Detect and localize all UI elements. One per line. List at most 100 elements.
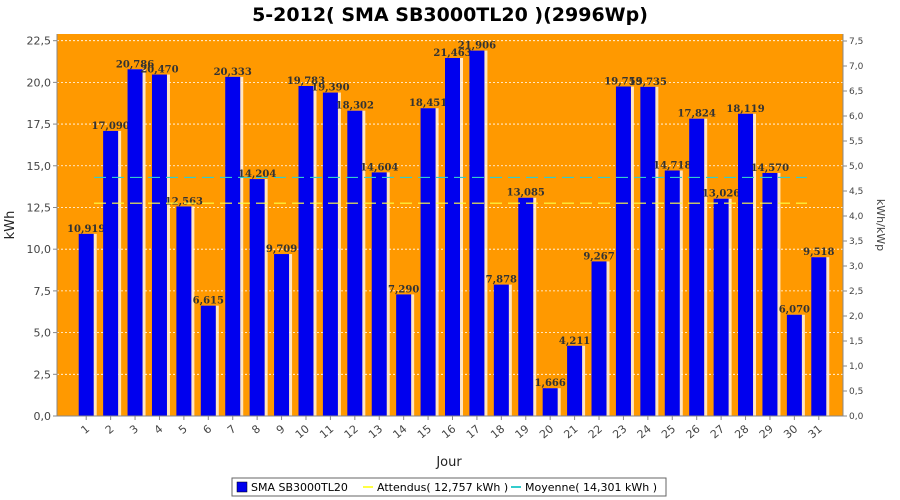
bar [225,76,241,416]
chart-title: 5-2012( SMA SB3000TL20 )(2996Wp) [252,4,648,26]
y-tick-label: 12,5 [27,201,52,214]
data-label: 20,786 [116,59,154,70]
y2-tick-label: 6,0 [849,112,864,122]
x-tick-label: 28 [732,422,751,441]
x-tick-label: 31 [806,422,825,441]
data-label: 4,211 [559,336,590,347]
data-label: 7,878 [486,275,517,286]
bar [615,86,631,416]
bar [811,257,827,416]
y2-tick-label: 7,0 [849,62,864,72]
data-label: 6,070 [779,305,810,316]
x-tick-label: 24 [635,422,654,441]
data-label: 19,390 [311,83,349,94]
bar [445,57,460,416]
data-label: 10,919 [67,224,105,235]
x-tick-label: 20 [537,422,556,441]
x-tick-label: 11 [317,422,336,441]
legend-label: Moyenne( 14,301 kWh ) [525,481,657,494]
bar [591,261,607,416]
bar [567,345,583,416]
x-tick-label: 27 [708,422,727,441]
y-axis-label: kWh [3,211,18,240]
bar [762,172,778,416]
bar [542,388,558,416]
y2-tick-label: 0,5 [849,387,863,397]
bar [493,284,509,416]
x-tick-label: 23 [610,422,629,441]
x-tick-label: 10 [293,422,312,441]
x-tick-label: 29 [757,422,776,441]
bar [786,314,802,416]
x-axis-label: Jour [435,455,462,470]
bar [249,179,265,416]
x-tick-label: 13 [366,422,385,441]
y2-tick-label: 2,5 [849,287,863,297]
legend: SMA SB3000TL20 Attendus( 12,757 kWh ) Moye… [231,477,667,497]
bar [322,92,338,417]
y-tick-label: 0,0 [34,410,52,423]
y2-tick-label: 3,5 [849,237,863,247]
y-tick-label: 17,5 [27,118,52,131]
bar [274,254,290,416]
data-label: 1,666 [535,378,566,389]
x-tick-label: 4 [152,422,166,436]
x-tick-label: 26 [684,422,703,441]
x-tick-label: 21 [561,422,580,441]
data-label: 9,709 [266,244,297,255]
bar [396,294,412,416]
data-label: 18,451 [409,98,447,109]
x-tick-label: 15 [415,422,434,441]
bar [689,118,705,416]
x-tick-label: 12 [342,422,361,441]
bar [640,86,656,416]
plot-area: 0,02,55,07,510,012,515,017,520,022,50,00… [27,34,864,441]
y-tick-label: 15,0 [27,160,52,173]
y-tick-label: 5,0 [34,327,52,340]
bar [664,170,680,416]
bar [176,206,192,416]
bar [103,130,119,416]
legend-label: SMA SB3000TL20 [251,481,348,494]
data-label: 14,604 [360,162,398,173]
x-tick-label: 19 [513,422,532,441]
y2-tick-label: 4,0 [849,212,864,222]
x-tick-label: 9 [274,422,288,436]
data-label: 20,470 [140,65,178,76]
x-tick-label: 18 [488,422,507,441]
data-label: 7,290 [388,284,419,295]
data-label: 14,204 [238,169,276,180]
bar [78,233,94,416]
x-tick-label: 5 [176,422,190,436]
x-tick-label: 7 [225,422,239,436]
bar [151,74,167,416]
x-tick-label: 22 [586,422,605,441]
bar [298,85,314,417]
x-tick-label: 25 [659,422,678,441]
bar [713,198,729,416]
bar [347,110,363,417]
data-label: 9,518 [803,247,834,258]
data-label: 19,783 [287,76,325,87]
bar [371,172,387,416]
y2-tick-label: 1,0 [849,362,864,372]
data-label: 18,119 [726,104,764,115]
data-label: 13,026 [702,189,740,200]
bar [518,197,534,416]
data-label: 9,267 [583,251,614,262]
legend-frame [231,477,667,497]
data-label: 21,906 [458,41,496,52]
bar [200,305,216,416]
x-tick-label: 3 [127,422,141,436]
y2-axis-label: kWh/kWp [874,199,887,251]
y2-tick-label: 5,0 [849,162,864,172]
legend-label: Attendus( 12,757 kWh ) [377,481,508,494]
y2-tick-label: 0,0 [849,412,864,422]
bar [420,108,436,417]
data-label: 13,085 [507,188,545,199]
y2-tick-label: 4,5 [849,187,863,197]
data-label: 21,463 [433,48,471,59]
x-tick-label: 8 [249,422,263,436]
x-tick-label: 2 [103,422,117,436]
